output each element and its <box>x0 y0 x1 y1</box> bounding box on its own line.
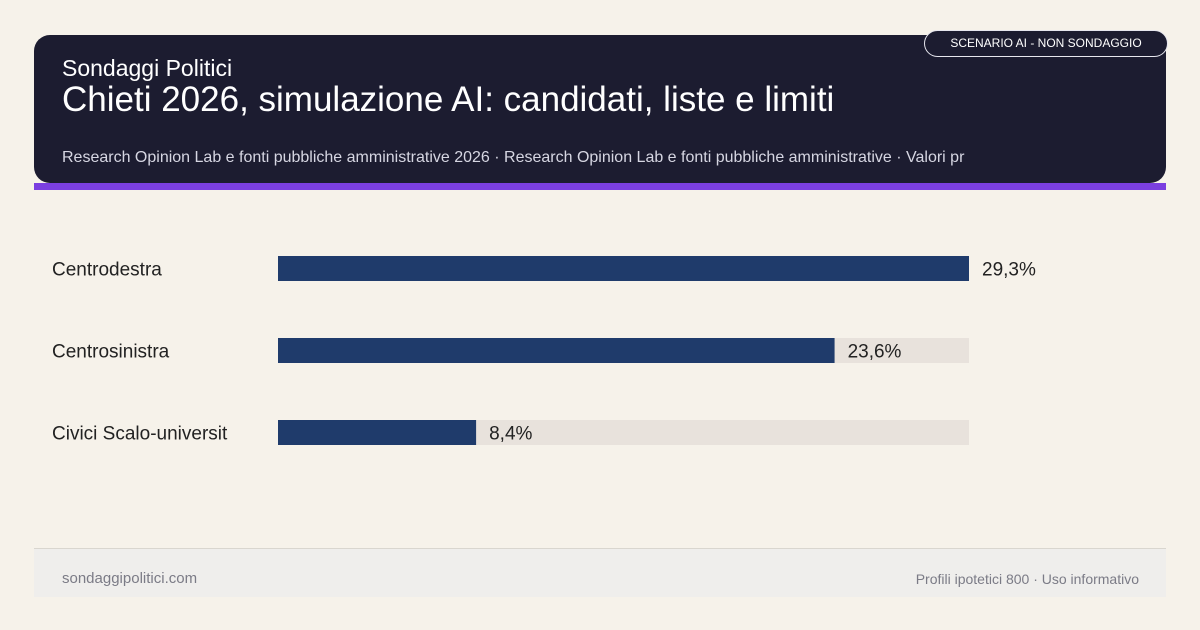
category-label: Centrosinistra <box>52 342 170 363</box>
category-label: Centrodestra <box>52 260 162 281</box>
page-title: Chieti 2026, simulazione AI: candidati, … <box>62 80 835 119</box>
source-subtitle: Research Opinion Lab e fonti pubbliche a… <box>62 149 965 166</box>
brand-name: Sondaggi Politici <box>62 55 233 81</box>
category-label: Civici Scalo-universit <box>52 424 228 445</box>
value-label: 23,6% <box>848 342 902 363</box>
bar-2 <box>278 420 477 445</box>
value-label: 8,4% <box>489 424 532 445</box>
accent-divider <box>34 183 1166 190</box>
footer-note: Profili ipotetici 800 · Uso informativo <box>915 571 1139 587</box>
bar-0 <box>278 256 969 281</box>
value-label: 29,3% <box>982 260 1036 281</box>
footer: sondaggipolitici.com Profili ipotetici 8… <box>34 548 1166 597</box>
bar-1 <box>278 338 835 363</box>
scenario-badge: SCENARIO AI - NON SONDAGGIO <box>924 30 1168 57</box>
footer-site[interactable]: sondaggipolitici.com <box>62 570 198 587</box>
header-panel: Sondaggi Politici Chieti 2026, simulazio… <box>34 35 1166 183</box>
